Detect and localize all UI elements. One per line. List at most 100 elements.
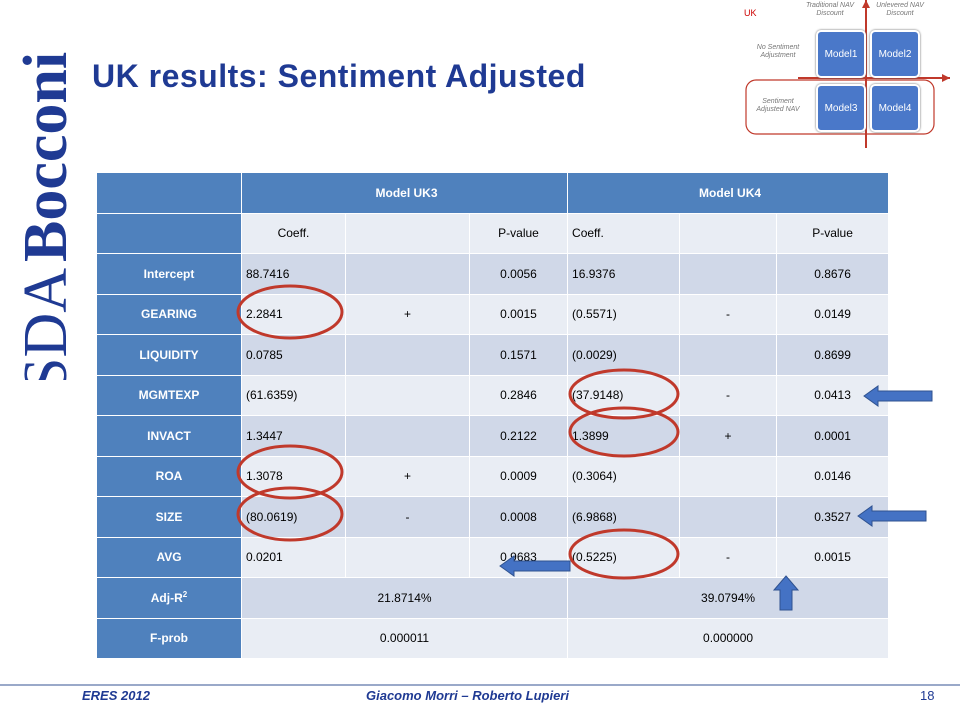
table-row: GEARING 2.2841 +0.0015 (0.5571) -0.0149 — [96, 293, 890, 335]
fprob-uk3: 0.000011 — [240, 617, 569, 659]
coeff-uk3: 0.0785 — [241, 334, 346, 376]
pvalue-uk3: 0.0015 — [468, 293, 569, 335]
model-col2-label: Unlevered NAV Discount — [876, 2, 924, 17]
pvalue-uk4: 0.0413 — [776, 374, 890, 416]
model-uk3-header: Model UK3 — [240, 172, 569, 214]
model-col1-label: Traditional NAV Discount — [805, 2, 855, 17]
subheader-coeff-uk4: Coeff. — [567, 212, 681, 254]
coeff-uk3: 2.2841 — [241, 293, 346, 335]
coeff-uk3: (61.6359) — [241, 374, 346, 416]
svg-text:SDABocconi: SDABocconi — [12, 52, 80, 380]
fprob-uk4: 0.000000 — [567, 617, 890, 659]
sign-uk3 — [345, 415, 470, 457]
pvalue-uk3: 0.1571 — [468, 334, 569, 376]
model-grid-lines — [745, 0, 950, 148]
model1-box: Model1 — [816, 30, 866, 78]
model-uk4-header: Model UK4 — [567, 172, 890, 214]
coeff-uk3: 1.3447 — [241, 415, 346, 457]
coeff-uk4: 16.9376 — [567, 253, 681, 295]
pvalue-uk4: 0.8699 — [776, 334, 890, 376]
model-row1-label: No Sentiment Adjustment — [756, 44, 800, 59]
pvalue-uk3: 0.9683 — [468, 536, 569, 578]
sign-uk4 — [679, 334, 778, 376]
sign-uk3 — [345, 536, 470, 578]
adj-r2-row: Adj-R2 21.8714% 39.0794% — [96, 577, 890, 619]
results-table: Model UK3 Model UK4 Coeff. P-value Coeff… — [96, 172, 890, 659]
coeff-uk3: 1.3078 — [241, 455, 346, 497]
coeff-uk4: (0.3064) — [567, 455, 681, 497]
row-label: Adj-R2 — [96, 577, 242, 619]
page-number: 18 — [920, 688, 935, 703]
model2-box: Model2 — [870, 30, 920, 78]
pvalue-uk3: 0.0008 — [468, 496, 569, 538]
pvalue-uk4: 0.0015 — [776, 536, 890, 578]
table-row: INVACT 1.3447 0.2122 1.3899 +0.0001 — [96, 415, 890, 457]
sign-uk4 — [679, 455, 778, 497]
sign-uk4 — [679, 496, 778, 538]
model-grid-graphic: UK Traditional NAV Discount Unlevered NA… — [738, 0, 960, 150]
pvalue-uk3: 0.2846 — [468, 374, 569, 416]
coeff-uk4: (0.0029) — [567, 334, 681, 376]
subheader-row: Coeff. P-value Coeff. P-value — [96, 212, 890, 254]
sign-uk3 — [345, 334, 470, 376]
footer-conference: ERES 2012 — [82, 688, 150, 703]
pvalue-uk4: 0.0146 — [776, 455, 890, 497]
row-label: F-prob — [96, 617, 242, 659]
sign-uk4: - — [679, 536, 778, 578]
pvalue-uk4: 0.3527 — [776, 496, 890, 538]
subheader-coeff-uk3: Coeff. — [241, 212, 346, 254]
adj-r2-uk3: 21.8714% — [240, 577, 569, 619]
row-label: SIZE — [96, 496, 242, 538]
sign-uk3: + — [345, 293, 470, 335]
sign-uk4: - — [679, 374, 778, 416]
row-label: LIQUIDITY — [96, 334, 242, 376]
table-row: SIZE (80.0619) -0.0008 (6.9868) 0.3527 — [96, 496, 890, 538]
coeff-uk4: (6.9868) — [567, 496, 681, 538]
coeff-uk3: (80.0619) — [241, 496, 346, 538]
sign-uk3: - — [345, 496, 470, 538]
pvalue-uk4: 0.8676 — [776, 253, 890, 295]
subheader-corner — [96, 212, 242, 254]
pvalue-uk3: 0.0009 — [468, 455, 569, 497]
coeff-uk4: (37.9148) — [567, 374, 681, 416]
fprob-row: F-prob 0.000011 0.000000 — [96, 617, 890, 659]
model3-box: Model3 — [816, 84, 866, 132]
pvalue-uk3: 0.0056 — [468, 253, 569, 295]
coeff-uk4: 1.3899 — [567, 415, 681, 457]
model-header-row: Model UK3 Model UK4 — [96, 172, 890, 214]
table-row: Intercept 88.7416 0.0056 16.9376 0.8676 — [96, 253, 890, 295]
coeff-uk4: (0.5225) — [567, 536, 681, 578]
row-label: GEARING — [96, 293, 242, 335]
table-row: LIQUIDITY 0.0785 0.1571 (0.0029) 0.8699 — [96, 334, 890, 376]
sign-uk3 — [345, 253, 470, 295]
model-region-label: UK — [744, 8, 757, 18]
sda-bocconi-logo: SDABocconi — [12, 52, 80, 380]
row-label: INVACT — [96, 415, 242, 457]
row-label: ROA — [96, 455, 242, 497]
coeff-uk3: 0.0201 — [241, 536, 346, 578]
row-label: MGMTEXP — [96, 374, 242, 416]
pvalue-uk3: 0.2122 — [468, 415, 569, 457]
subheader-pvalue-uk4: P-value — [776, 212, 890, 254]
row-label: Intercept — [96, 253, 242, 295]
sign-uk4 — [679, 253, 778, 295]
pvalue-uk4: 0.0001 — [776, 415, 890, 457]
coeff-uk4: (0.5571) — [567, 293, 681, 335]
subheader-sign-uk4 — [679, 212, 778, 254]
coeff-uk3: 88.7416 — [241, 253, 346, 295]
subheader-sign-uk3 — [345, 212, 470, 254]
header-corner — [96, 172, 242, 214]
table-row: ROA 1.3078 +0.0009 (0.3064) 0.0146 — [96, 455, 890, 497]
subheader-pvalue-uk3: P-value — [468, 212, 569, 254]
slide-title: UK results: Sentiment Adjusted — [92, 58, 586, 94]
pvalue-uk4: 0.0149 — [776, 293, 890, 335]
sign-uk4: - — [679, 293, 778, 335]
model4-box: Model4 — [870, 84, 920, 132]
sign-uk3: + — [345, 455, 470, 497]
table-row: AVG 0.0201 0.9683 (0.5225) -0.0015 — [96, 536, 890, 578]
footer-divider — [0, 684, 960, 686]
sign-uk3 — [345, 374, 470, 416]
row-label: AVG — [96, 536, 242, 578]
model-row2-label: Sentiment Adjusted NAV — [756, 98, 800, 113]
sign-uk4: + — [679, 415, 778, 457]
